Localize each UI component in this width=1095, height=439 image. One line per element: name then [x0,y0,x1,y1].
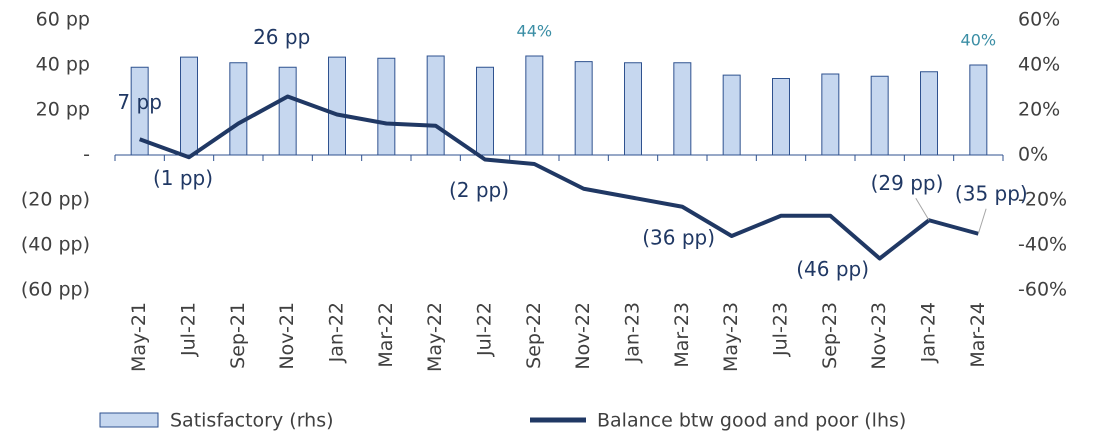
x-tick-label: Sep-22 [523,302,545,369]
y-tick-label: 40 pp [36,54,90,76]
x-tick-label: Jan-22 [326,302,348,363]
legend-swatch [99,412,159,428]
x-tick-label: Nov-23 [868,302,890,370]
x-tick-label: Jul-22 [474,302,496,357]
bar [870,75,889,156]
x-tick-label: Sep-21 [227,302,249,369]
x-tick-label: May-21 [128,302,150,372]
line-data-label: (2 pp) [449,178,509,202]
leader-line [977,208,987,234]
bar [821,73,840,156]
bar [180,56,198,156]
bar [426,55,445,156]
x-tick-label: Nov-22 [572,302,594,370]
y-tick-label: 20 pp [36,99,90,121]
x-tick-label: Mar-22 [375,302,397,368]
x-tick-label: Jan-23 [622,302,644,363]
y-tick-label: (60 pp) [21,279,90,301]
y2-tick-label: -60% [1018,279,1067,301]
x-tick-label: Sep-23 [819,302,841,369]
bar [772,78,790,156]
line-data-label: (29 pp) [871,171,944,195]
bar [673,62,692,156]
x-tick-label: Jul-21 [178,302,200,357]
x-tick-label: Nov-21 [276,302,298,370]
line-data-label: (46 pp) [796,257,869,281]
bar [377,57,396,156]
y2-tick-label: -20% [1018,189,1067,211]
line [138,94,979,261]
y-tick-label: - [83,144,90,166]
y-tick-label: (40 pp) [21,234,90,256]
line-data-label: 7 pp [117,90,161,114]
bar [624,62,642,156]
y2-tick-label: 20% [1018,99,1060,121]
bar [920,71,938,156]
bar [328,56,346,156]
legend-label: Satisfactory (rhs) [170,410,334,432]
y2-tick-label: 0% [1018,144,1048,166]
bar [574,61,593,156]
bar-data-label: 44% [517,22,553,41]
y-tick-label: (20 pp) [21,189,90,211]
y2-tick-label: 60% [1018,9,1060,31]
line-data-label: 26 pp [253,25,310,49]
x-tick-label: Jul-23 [770,302,792,357]
bar [278,66,297,156]
bar [969,64,988,156]
bar [525,55,544,156]
leader-line [915,197,930,221]
y2-tick-label: 40% [1018,54,1060,76]
x-tick-label: Mar-24 [967,302,989,368]
legend-label: Balance btw good and poor (lhs) [597,410,906,432]
bar [476,66,494,156]
bar-data-label: 40% [961,31,997,50]
x-tick-label: May-22 [424,302,446,372]
y2-tick-label: -40% [1018,234,1067,256]
bar [229,62,248,156]
x-tick-label: Jan-24 [918,302,940,363]
x-tick-label: Mar-23 [671,302,693,368]
bar [722,74,741,156]
line-data-label: (1 pp) [153,166,213,190]
line-data-label: (36 pp) [642,226,715,250]
x-tick-label: May-23 [720,302,742,372]
line-data-label: (35 pp) [955,181,1028,205]
y-tick-label: 60 pp [36,9,90,31]
